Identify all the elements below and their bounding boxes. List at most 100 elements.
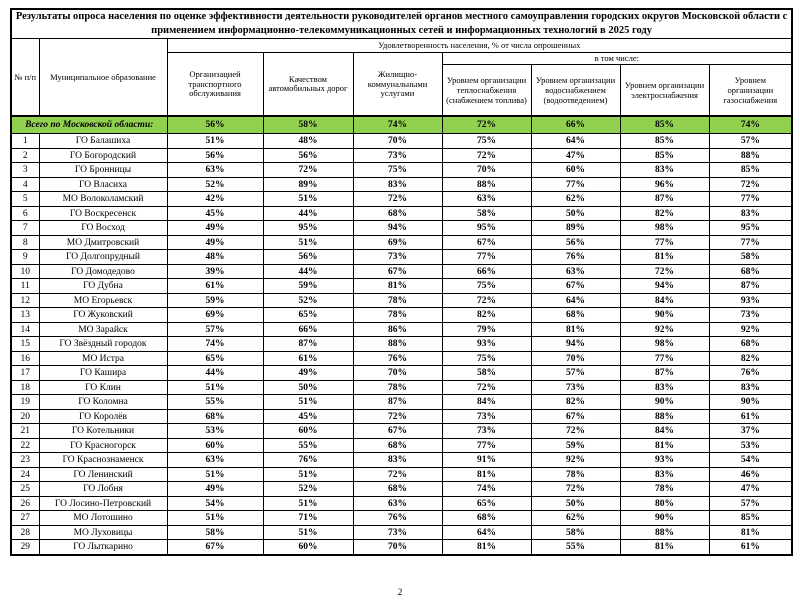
value-cell: 67% xyxy=(352,423,443,439)
value-cell: 56% xyxy=(262,147,354,164)
row-number: 11 xyxy=(10,278,40,294)
value-cell: 93% xyxy=(441,336,532,352)
row-number: 20 xyxy=(10,408,40,425)
table-row: 22 ГО Красногорск 60% 55% 68% 77% 59% 81% 53% xyxy=(10,437,793,454)
table-row: 20 ГО Королёв 68% 45% 72% 73% 67% 88% 61% xyxy=(10,408,793,425)
value-cell: 87% xyxy=(352,394,443,410)
municipality-name: МО Луховицы xyxy=(38,524,168,541)
value-cell: 44% xyxy=(262,263,354,280)
value-cell: 85% xyxy=(619,133,710,149)
value-cell: 83% xyxy=(352,176,443,193)
column-header-housing: Жилищно-коммунальными услугами xyxy=(352,52,443,117)
value-cell: 49% xyxy=(166,220,264,236)
value-cell: 61% xyxy=(262,350,354,367)
municipality-name: ГО Королёв xyxy=(38,408,168,425)
column-header-water: Уровнем организации водоснабжением (водо… xyxy=(530,64,621,117)
value-cell: 73% xyxy=(352,147,443,164)
value-cell: 51% xyxy=(262,394,354,410)
municipality-name: ГО Краснознаменск xyxy=(38,452,168,468)
row-number: 28 xyxy=(10,524,40,541)
value-cell: 81% xyxy=(708,524,793,541)
value-cell: 72% xyxy=(352,191,443,207)
value-cell: 82% xyxy=(530,394,621,410)
municipality-name: ГО Лобня xyxy=(38,481,168,497)
value-cell: 72% xyxy=(441,147,532,164)
value-cell: 50% xyxy=(530,495,621,512)
value-cell: 48% xyxy=(166,249,264,265)
value-cell: 90% xyxy=(619,394,710,410)
value-cell: 81% xyxy=(619,539,710,556)
row-number: 15 xyxy=(10,336,40,352)
value-cell: 67% xyxy=(530,278,621,294)
value-cell: 70% xyxy=(352,539,443,556)
municipality-name: ГО Восход xyxy=(38,220,168,236)
value-cell: 62% xyxy=(530,191,621,207)
value-cell: 95% xyxy=(441,220,532,236)
table-row: 16 МО Истра 65% 61% 76% 75% 70% 77% 82% xyxy=(10,350,793,367)
column-header-num: № п/п xyxy=(10,38,40,117)
row-number: 4 xyxy=(10,176,40,193)
title-row: Результаты опроса населения по оценке эф… xyxy=(10,8,793,40)
row-number: 25 xyxy=(10,481,40,497)
value-cell: 88% xyxy=(619,408,710,425)
column-header-roads: Качеством автомобильных дорог xyxy=(262,52,354,117)
value-cell: 61% xyxy=(708,408,793,425)
value-cell: 53% xyxy=(708,437,793,454)
header-row-1: № п/п Муниципальное образование Удовлетв… xyxy=(10,38,793,117)
municipality-name: ГО Коломна xyxy=(38,394,168,410)
value-cell: 94% xyxy=(352,220,443,236)
municipality-name: МО Волоколамский xyxy=(38,191,168,207)
value-cell: 58% xyxy=(166,524,264,541)
value-cell: 76% xyxy=(530,249,621,265)
value-cell: 81% xyxy=(441,539,532,556)
value-cell: 44% xyxy=(262,205,354,222)
value-cell: 60% xyxy=(262,539,354,556)
municipality-name: ГО Балашиха xyxy=(38,133,168,149)
value-cell: 57% xyxy=(166,321,264,338)
value-cell: 52% xyxy=(262,481,354,497)
value-cell: 92% xyxy=(708,321,793,338)
value-cell: 67% xyxy=(166,539,264,556)
value-cell: 93% xyxy=(619,452,710,468)
value-cell: 68% xyxy=(352,481,443,497)
value-cell: 86% xyxy=(352,321,443,338)
value-cell: 70% xyxy=(352,133,443,149)
value-cell: 84% xyxy=(619,292,710,309)
value-cell: 68% xyxy=(166,408,264,425)
value-cell: 68% xyxy=(352,437,443,454)
municipality-name: ГО Бронницы xyxy=(38,162,168,178)
municipality-name: МО Зарайск xyxy=(38,321,168,338)
value-cell: 49% xyxy=(166,481,264,497)
value-cell: 63% xyxy=(352,495,443,512)
municipality-name: ГО Жуковский xyxy=(38,307,168,323)
value-cell: 85% xyxy=(708,510,793,526)
municipality-name: ГО Кашира xyxy=(38,365,168,381)
municipality-name: ГО Лыткарино xyxy=(38,539,168,556)
value-cell: 51% xyxy=(262,234,354,251)
municipality-name: ГО Ленинский xyxy=(38,466,168,483)
value-cell: 98% xyxy=(619,220,710,236)
municipality-name: ГО Долгопрудный xyxy=(38,249,168,265)
row-number: 10 xyxy=(10,263,40,280)
row-number: 14 xyxy=(10,321,40,338)
value-cell: 54% xyxy=(166,495,264,512)
value-cell: 55% xyxy=(262,437,354,454)
municipality-name: ГО Звёздный городок xyxy=(38,336,168,352)
value-cell: 71% xyxy=(262,510,354,526)
value-cell: 39% xyxy=(166,263,264,280)
value-cell: 57% xyxy=(708,495,793,512)
municipality-name: ГО Богородский xyxy=(38,147,168,164)
row-number: 26 xyxy=(10,495,40,512)
row-number: 19 xyxy=(10,394,40,410)
value-cell: 77% xyxy=(441,437,532,454)
value-cell: 56% xyxy=(262,249,354,265)
value-cell: 85% xyxy=(708,162,793,178)
table-row: 8 МО Дмитровский 49% 51% 69% 67% 56% 77% 77% xyxy=(10,234,793,251)
value-cell: 81% xyxy=(441,466,532,483)
total-value-cell: 74% xyxy=(352,115,443,135)
value-cell: 70% xyxy=(352,365,443,381)
value-cell: 75% xyxy=(441,133,532,149)
row-number: 22 xyxy=(10,437,40,454)
value-cell: 82% xyxy=(619,205,710,222)
value-cell: 51% xyxy=(166,379,264,396)
